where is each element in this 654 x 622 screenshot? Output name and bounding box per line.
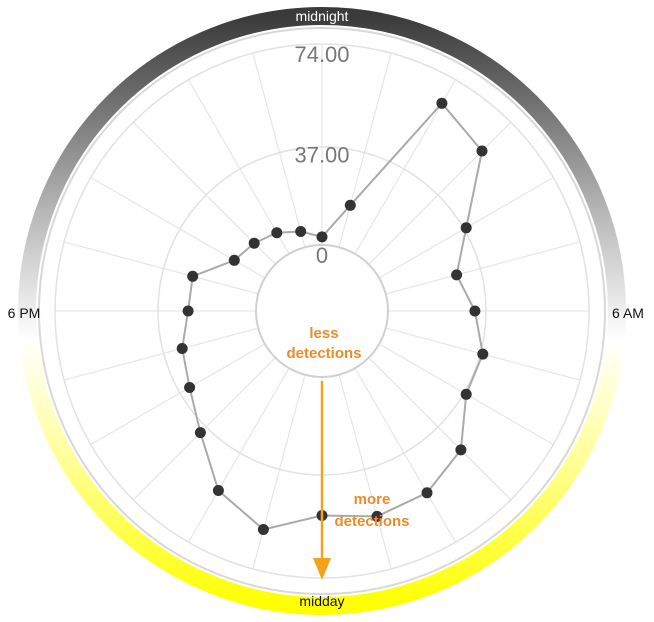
- arrow-head: [313, 558, 331, 580]
- data-point-hour-8: [184, 382, 196, 393]
- grid-spoke: [338, 374, 392, 570]
- day-night-ring: [18, 7, 626, 615]
- radial-tick-labels: 0 37.00 74.00: [294, 42, 349, 268]
- data-point-hour-4: [228, 254, 240, 266]
- clock-label-midday: midday: [299, 593, 344, 609]
- clock-label-6pm: 6 PM: [8, 305, 41, 321]
- data-point-hour-3: [248, 237, 260, 249]
- annotation-less-detections: detections: [286, 345, 361, 362]
- data-point-hour-15: [455, 444, 467, 456]
- data-point-hour-18: [469, 305, 481, 317]
- grid-spoke: [187, 79, 290, 255]
- grid-spoke: [90, 343, 266, 446]
- data-point-hour-13: [371, 510, 383, 522]
- grid-spoke: [252, 374, 306, 570]
- grid-spoke: [63, 241, 259, 295]
- data-point-hour-21: [476, 145, 488, 157]
- grid-spoke: [354, 367, 457, 543]
- data-point-hour-5: [187, 270, 199, 282]
- data-point-hour-1: [295, 226, 307, 237]
- data-point-hour-16: [460, 388, 472, 400]
- grid-spoke: [187, 367, 290, 543]
- data-point-hour-11: [257, 524, 269, 535]
- data-point-hour-2: [271, 227, 283, 239]
- grid-spoke: [63, 327, 259, 381]
- data-point-hour-7: [176, 343, 188, 354]
- grid-spoke: [368, 121, 512, 265]
- data-point-hour-23: [344, 199, 356, 211]
- grid-spoke: [338, 52, 392, 248]
- grid-spoke: [368, 357, 512, 501]
- data-point-hour-22: [436, 97, 448, 109]
- radial-tick-label: 37.00: [294, 143, 349, 168]
- annotation-more-detections: more: [354, 491, 391, 508]
- data-point-hour-0: [316, 231, 328, 243]
- grid-spoke: [354, 79, 457, 255]
- radial-tick-label: 0: [316, 243, 328, 268]
- data-point-hour-14: [421, 487, 433, 499]
- grid-spoke: [385, 241, 581, 295]
- radial-tick-label: 74.00: [294, 42, 349, 67]
- grid-spoke: [252, 52, 306, 248]
- chart-boundary: [38, 27, 606, 595]
- grid-ring: [255, 244, 389, 378]
- data-point-hour-20: [460, 222, 472, 234]
- annotation-more-detections: detections: [334, 513, 409, 530]
- data-point-hour-10: [212, 485, 224, 496]
- clock-label-midnight: midnight: [296, 8, 349, 24]
- data-point-hour-19: [451, 269, 463, 281]
- annotations: less detections more detections: [286, 325, 410, 580]
- data-point-hour-17: [477, 348, 489, 360]
- clock-label-6am: 6 AM: [612, 305, 644, 321]
- data-point-hour-6: [182, 305, 194, 317]
- data-point-hour-9: [194, 427, 206, 439]
- annotation-less-detections: less: [309, 325, 338, 342]
